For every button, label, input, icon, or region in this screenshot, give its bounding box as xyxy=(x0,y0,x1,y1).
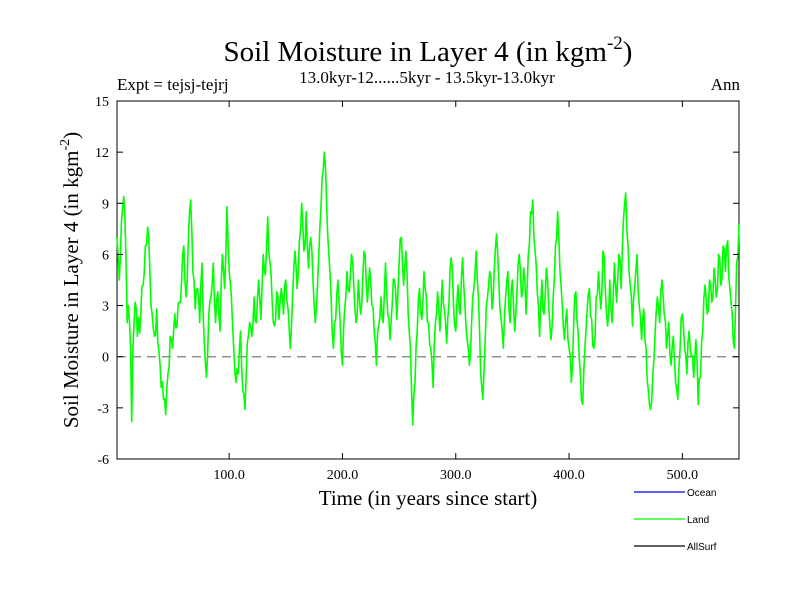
y-axis-label-close: ) xyxy=(59,132,83,139)
x-tick-label: 200.0 xyxy=(327,468,359,483)
y-tick-label: -3 xyxy=(97,402,109,417)
chart-subtitle: 13.0kyr-12......5kyr - 13.5kyr-13.0kyr xyxy=(299,68,555,87)
series-line-land xyxy=(116,151,740,426)
y-tick-label: 9 xyxy=(102,197,109,212)
chart-title-close: ) xyxy=(623,36,633,68)
legend-label-allsurf: AllSurf xyxy=(687,542,717,553)
plot-frame xyxy=(116,100,740,460)
y-tick-label: -6 xyxy=(97,453,109,468)
expt-label: Expt = tejsj-tejrj xyxy=(117,75,229,94)
chart-title-main: Soil Moisture in Layer 4 (in kgm xyxy=(224,36,608,68)
y-tick-label: 0 xyxy=(102,351,109,366)
y-tick-label: 6 xyxy=(102,248,109,263)
y-axis-label-main: Soil Moisture in Layer 4 (in kgm xyxy=(59,151,83,429)
y-axis-label: Soil Moisture in Layer 4 (in kgm-2) xyxy=(58,132,83,428)
legend-label-ocean: Ocean xyxy=(687,488,716,499)
chart-title-superscript: -2 xyxy=(607,33,623,54)
x-axis-label: Time (in years since start) xyxy=(319,486,538,510)
legend-label-land: Land xyxy=(687,515,709,526)
legend: Ocean Land AllSurf xyxy=(634,488,717,553)
y-tick-label: 15 xyxy=(95,95,109,110)
x-tick-label: 100.0 xyxy=(213,468,245,483)
x-tick-label: 300.0 xyxy=(440,468,472,483)
y-tick-label: 3 xyxy=(102,300,109,315)
y-axis-label-superscript: -2 xyxy=(58,139,73,151)
x-tick-label: 400.0 xyxy=(553,468,585,483)
season-label: Ann xyxy=(711,75,741,94)
chart-title: Soil Moisture in Layer 4 (in kgm-2) xyxy=(224,33,633,68)
y-tick-label: 12 xyxy=(95,146,109,161)
series-layer xyxy=(116,151,740,426)
x-tick-label: 500.0 xyxy=(667,468,699,483)
